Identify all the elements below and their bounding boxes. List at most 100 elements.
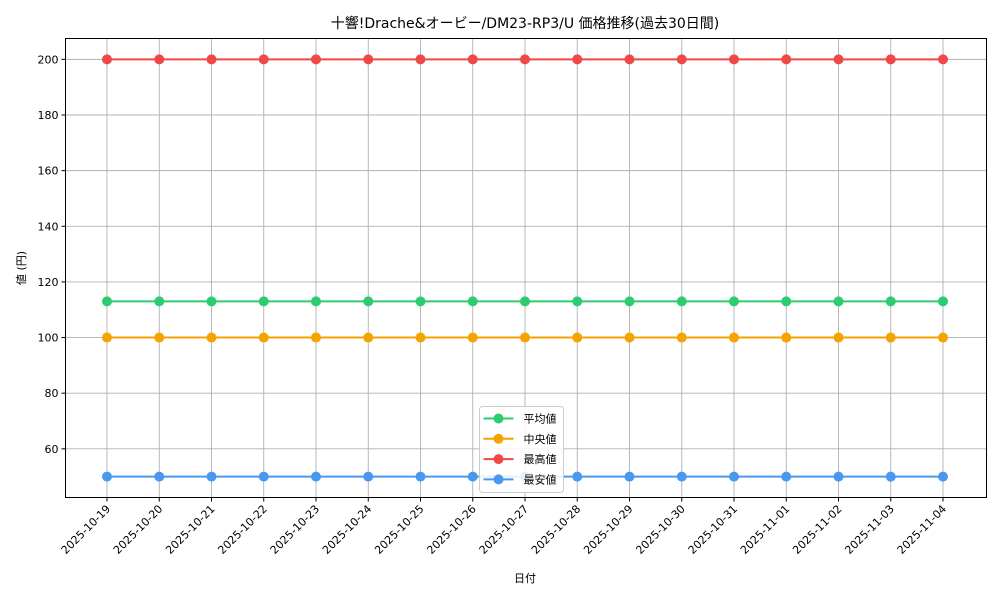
legend-marker-icon: [493, 413, 504, 424]
data-point-marker: [311, 471, 321, 482]
data-point-marker: [154, 471, 165, 482]
x-tick-label: 2025-10-25: [372, 502, 426, 556]
data-point-marker: [258, 471, 269, 482]
legend-label: 最安値: [524, 472, 557, 486]
x-tick-label: 2025-10-23: [268, 502, 322, 556]
data-point-marker: [102, 296, 112, 307]
legend-marker-icon: [493, 433, 504, 444]
data-point-marker: [311, 54, 321, 65]
data-point-marker: [520, 296, 530, 307]
legend-marker-icon: [493, 474, 504, 485]
y-axis-label: 値 (円): [15, 251, 28, 285]
x-tick-label: 2025-10-22: [215, 502, 269, 556]
y-tick-label: 160: [38, 165, 59, 178]
y-tick-label: 200: [38, 53, 59, 66]
legend-item: 最高値: [483, 452, 557, 466]
x-tick-label: 2025-11-03: [842, 502, 896, 556]
data-point-marker: [833, 54, 844, 65]
data-point-marker: [676, 471, 687, 482]
data-point-marker: [729, 332, 739, 343]
x-tick-label: 2025-11-04: [895, 502, 949, 556]
data-point-marker: [938, 471, 948, 482]
data-point-marker: [363, 471, 374, 482]
grid-lines: [65, 38, 987, 498]
data-point-marker: [729, 54, 739, 65]
data-point-marker: [415, 54, 426, 65]
data-point-marker: [572, 471, 583, 482]
data-point-marker: [363, 332, 374, 343]
x-tick-label: 2025-11-02: [790, 502, 844, 556]
y-tick-label: 80: [45, 387, 59, 400]
data-point-marker: [415, 296, 426, 307]
data-point-marker: [520, 332, 530, 343]
data-point-marker: [415, 471, 426, 482]
data-point-marker: [781, 332, 792, 343]
legend-item: 中央値: [483, 433, 557, 446]
data-point-marker: [781, 54, 792, 65]
x-tick-label: 2025-10-28: [529, 502, 583, 556]
data-point-marker: [938, 54, 948, 65]
data-point-marker: [467, 296, 478, 307]
legend-label: 平均値: [524, 413, 557, 426]
x-tick-label: 2025-10-31: [686, 502, 740, 556]
legend-label: 中央値: [524, 433, 557, 446]
data-point-marker: [363, 296, 374, 307]
data-point-marker: [572, 54, 583, 65]
data-point-marker: [885, 54, 896, 65]
data-point-marker: [102, 471, 112, 482]
data-point-marker: [154, 332, 165, 343]
x-tick-label: 2025-11-01: [738, 502, 792, 556]
x-axis-label: 日付: [514, 572, 536, 585]
series-最高値: [102, 54, 948, 65]
data-point-marker: [467, 332, 478, 343]
x-axis-ticks: 2025-10-192025-10-202025-10-212025-10-22…: [59, 497, 949, 557]
data-point-marker: [520, 54, 530, 65]
data-point-marker: [363, 54, 374, 65]
data-point-marker: [311, 296, 321, 307]
data-point-marker: [258, 54, 269, 65]
data-point-marker: [572, 296, 583, 307]
series-平均値: [102, 296, 948, 307]
data-point-marker: [154, 296, 165, 307]
data-point-marker: [833, 332, 844, 343]
x-tick-label: 2025-10-19: [59, 502, 113, 556]
legend-item: 最安値: [483, 472, 557, 486]
data-point-marker: [833, 296, 844, 307]
x-tick-label: 2025-10-24: [320, 502, 374, 556]
y-tick-label: 180: [38, 109, 59, 122]
x-tick-label: 2025-10-26: [424, 502, 478, 556]
y-axis-ticks: 60 80 100 120 140 160 180 200: [38, 53, 66, 456]
data-point-marker: [258, 332, 269, 343]
data-point-marker: [415, 332, 426, 343]
x-tick-label: 2025-10-20: [111, 502, 165, 556]
legend-label: 最高値: [524, 452, 557, 466]
data-point-marker: [206, 471, 217, 482]
data-point-marker: [102, 54, 112, 65]
data-point-marker: [938, 296, 948, 307]
data-point-marker: [467, 54, 478, 65]
series-中央値: [102, 332, 948, 343]
legend-box: [479, 406, 564, 493]
data-point-marker: [781, 296, 792, 307]
data-point-marker: [206, 332, 217, 343]
plot-frame: [65, 38, 987, 498]
y-tick-label: 60: [45, 443, 59, 456]
data-point-marker: [311, 332, 321, 343]
data-point-marker: [102, 332, 112, 343]
x-tick-label: 2025-10-29: [581, 502, 635, 556]
data-point-marker: [729, 471, 739, 482]
data-point-marker: [833, 471, 844, 482]
data-point-marker: [885, 471, 896, 482]
data-point-marker: [729, 296, 739, 307]
y-tick-label: 120: [38, 276, 59, 289]
data-point-marker: [624, 296, 635, 307]
chart-title: 十響!Drache&オービー/DM23-RP3/U 価格推移(過去30日間): [331, 15, 720, 32]
data-point-marker: [572, 332, 583, 343]
data-point-marker: [781, 471, 792, 482]
y-tick-label: 100: [38, 332, 59, 345]
x-tick-label: 2025-10-30: [633, 502, 687, 556]
data-point-marker: [258, 296, 269, 307]
data-point-marker: [624, 54, 635, 65]
data-point-marker: [624, 332, 635, 343]
